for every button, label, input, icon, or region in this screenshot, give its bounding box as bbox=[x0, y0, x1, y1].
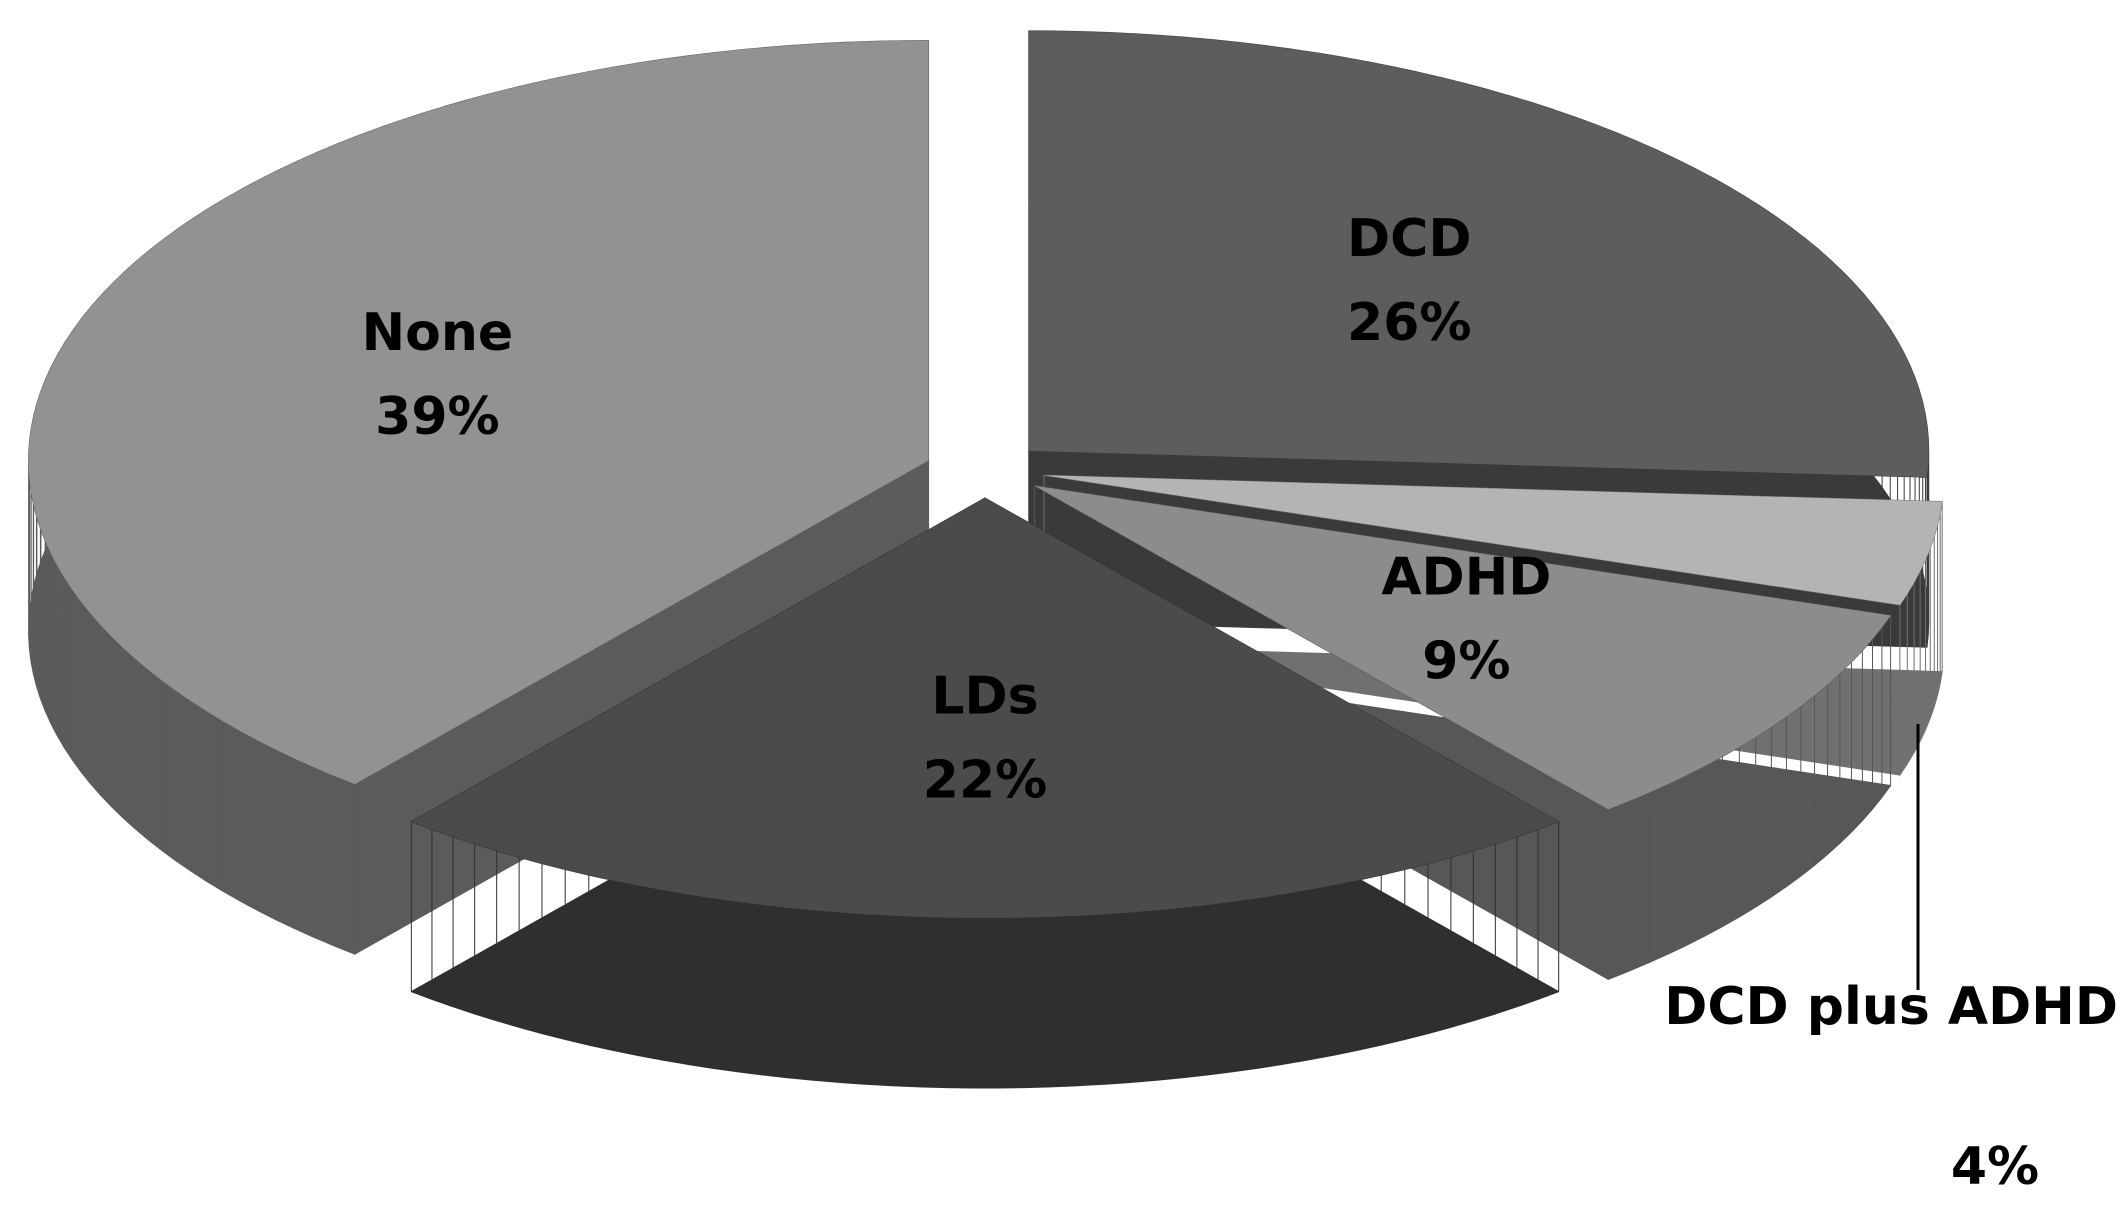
slice-value: 22% bbox=[923, 751, 1047, 811]
slice-value: 26% bbox=[1347, 293, 1471, 353]
slice-value: 9% bbox=[1422, 632, 1510, 692]
slice-top bbox=[1043, 475, 1943, 606]
slice-label: ADHD bbox=[1381, 548, 1551, 608]
slice-label: LDs bbox=[931, 667, 1038, 727]
slice-label: DCD bbox=[1347, 209, 1472, 269]
slice-label: DCD plus ADHD bbox=[1664, 977, 2118, 1037]
slice-top bbox=[1034, 485, 1891, 810]
slice-top bbox=[1028, 30, 1929, 478]
slice-side bbox=[410, 497, 1560, 1089]
slice-value: 39% bbox=[375, 387, 499, 447]
slice-value: 4% bbox=[1951, 1137, 2039, 1197]
slice-top bbox=[28, 40, 929, 785]
slice-top bbox=[411, 498, 1559, 918]
slice-label: None bbox=[362, 303, 514, 363]
